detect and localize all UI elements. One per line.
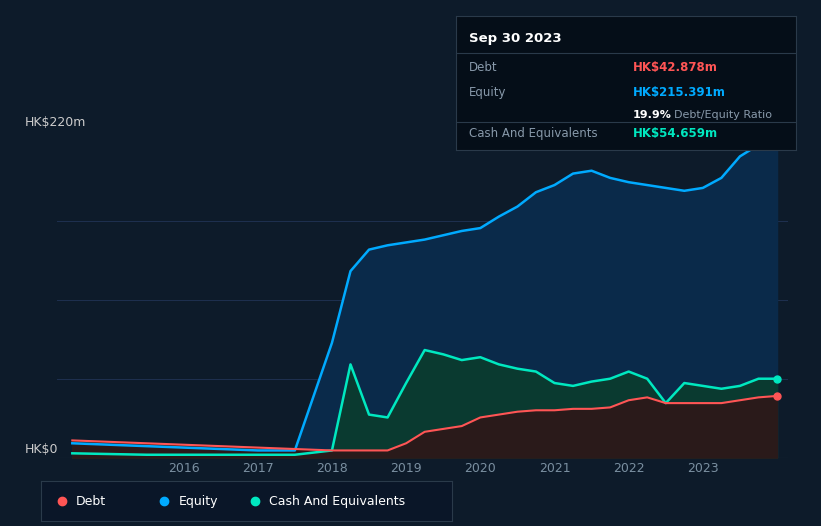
Text: Equity: Equity xyxy=(179,494,218,508)
Text: Debt: Debt xyxy=(76,494,106,508)
Text: Debt/Equity Ratio: Debt/Equity Ratio xyxy=(674,110,772,120)
Text: HK$0: HK$0 xyxy=(25,443,58,456)
Text: Sep 30 2023: Sep 30 2023 xyxy=(470,32,562,45)
Text: HK$220m: HK$220m xyxy=(25,116,86,129)
Text: Equity: Equity xyxy=(470,86,507,98)
Text: HK$54.659m: HK$54.659m xyxy=(633,127,718,140)
Text: HK$215.391m: HK$215.391m xyxy=(633,86,726,98)
Text: Cash And Equivalents: Cash And Equivalents xyxy=(269,494,405,508)
Text: 19.9%: 19.9% xyxy=(633,110,672,120)
Text: Cash And Equivalents: Cash And Equivalents xyxy=(470,127,598,140)
Text: HK$42.878m: HK$42.878m xyxy=(633,62,718,74)
Text: Debt: Debt xyxy=(470,62,498,74)
